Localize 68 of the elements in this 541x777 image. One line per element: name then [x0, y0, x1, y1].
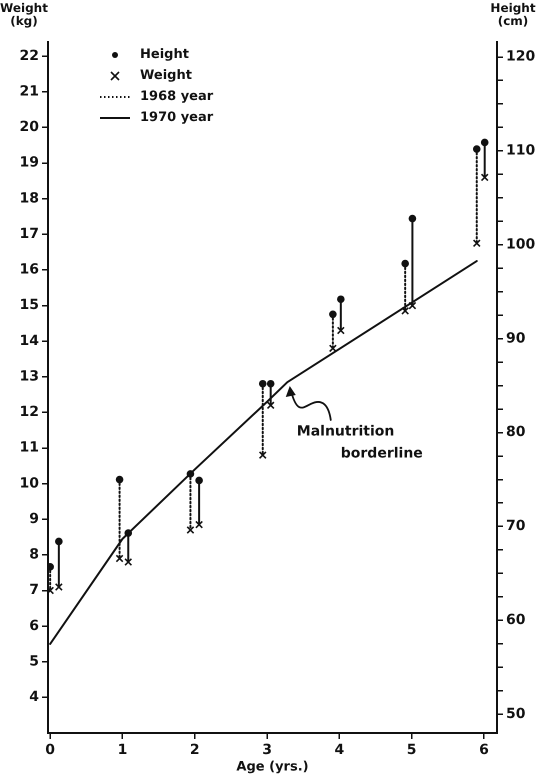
y-tick-label: 14	[20, 332, 40, 349]
y-tick-label: 12	[20, 404, 39, 420]
x-tick-label: 2	[190, 742, 200, 758]
point	[258, 451, 267, 460]
point	[266, 401, 275, 410]
point	[336, 326, 345, 334]
y-tick-label: 21	[20, 84, 39, 100]
y-tick-label: 15	[20, 297, 39, 314]
point	[116, 554, 124, 562]
point	[408, 214, 416, 222]
x-tick-label: 1	[118, 742, 128, 758]
legend-label: Height	[140, 47, 189, 62]
point	[480, 173, 489, 182]
y-tick-label: 19	[20, 154, 39, 171]
y2-tick-label: 80	[506, 424, 526, 440]
point	[124, 529, 132, 537]
x-tick-label: 5	[406, 742, 417, 758]
y2-axis-title: Height (cm)	[489, 1, 537, 28]
x-axis-title: Age (yrs.)	[236, 760, 309, 775]
y-tick-label: 13	[20, 368, 39, 384]
y2-tick-label: 60	[506, 612, 526, 628]
y-tick-label: 11	[20, 440, 39, 456]
y-tick-label: 6	[29, 618, 39, 634]
y-tick-label: 9	[29, 510, 39, 527]
point	[337, 295, 345, 304]
point	[55, 538, 63, 546]
y2-tick-label: 70	[506, 518, 526, 534]
x-tick-label: 6	[479, 742, 489, 758]
point	[472, 239, 481, 248]
y-tick-label: 16	[20, 262, 39, 278]
point	[401, 260, 409, 268]
y2-tick-label: 100	[506, 236, 536, 252]
point	[401, 306, 410, 315]
y-tick-label: 17	[20, 226, 39, 242]
y2-tick-label: 90	[506, 330, 526, 346]
point	[195, 476, 203, 484]
point	[186, 526, 194, 534]
point	[186, 470, 194, 478]
x-tick-label: 3	[262, 742, 272, 758]
legend-label: Weight	[140, 68, 192, 83]
y-tick-label: 18	[20, 190, 39, 206]
point	[116, 476, 124, 484]
point	[266, 380, 274, 388]
y2-tick-label: 110	[506, 142, 536, 159]
y-axis-title: Weight (kg)	[0, 1, 48, 28]
y-tick-label: 10	[20, 475, 40, 492]
point	[329, 310, 337, 318]
legend-label: 1970 year	[140, 110, 214, 125]
annotation: Malnutrition borderline	[296, 424, 423, 462]
y-tick-label: 4	[29, 689, 40, 706]
point	[472, 145, 481, 153]
y-tick-label: 22	[20, 48, 39, 64]
point	[124, 558, 132, 566]
point	[195, 520, 204, 529]
point	[408, 302, 416, 310]
point	[480, 138, 489, 146]
y2-tick-label: 120	[506, 48, 536, 65]
point	[54, 582, 63, 591]
legend-label: 1968 year	[140, 89, 214, 104]
x-tick-label: 4	[334, 742, 345, 758]
y-tick-label: 20	[20, 119, 40, 136]
y-tick-label: 5	[29, 653, 39, 670]
x-tick-label: 0	[45, 742, 56, 758]
y-tick-label: 7	[29, 582, 39, 598]
point	[328, 344, 337, 352]
y-tick-label: 8	[29, 546, 39, 563]
point	[258, 380, 267, 388]
y2-tick-label: 50	[506, 706, 526, 722]
